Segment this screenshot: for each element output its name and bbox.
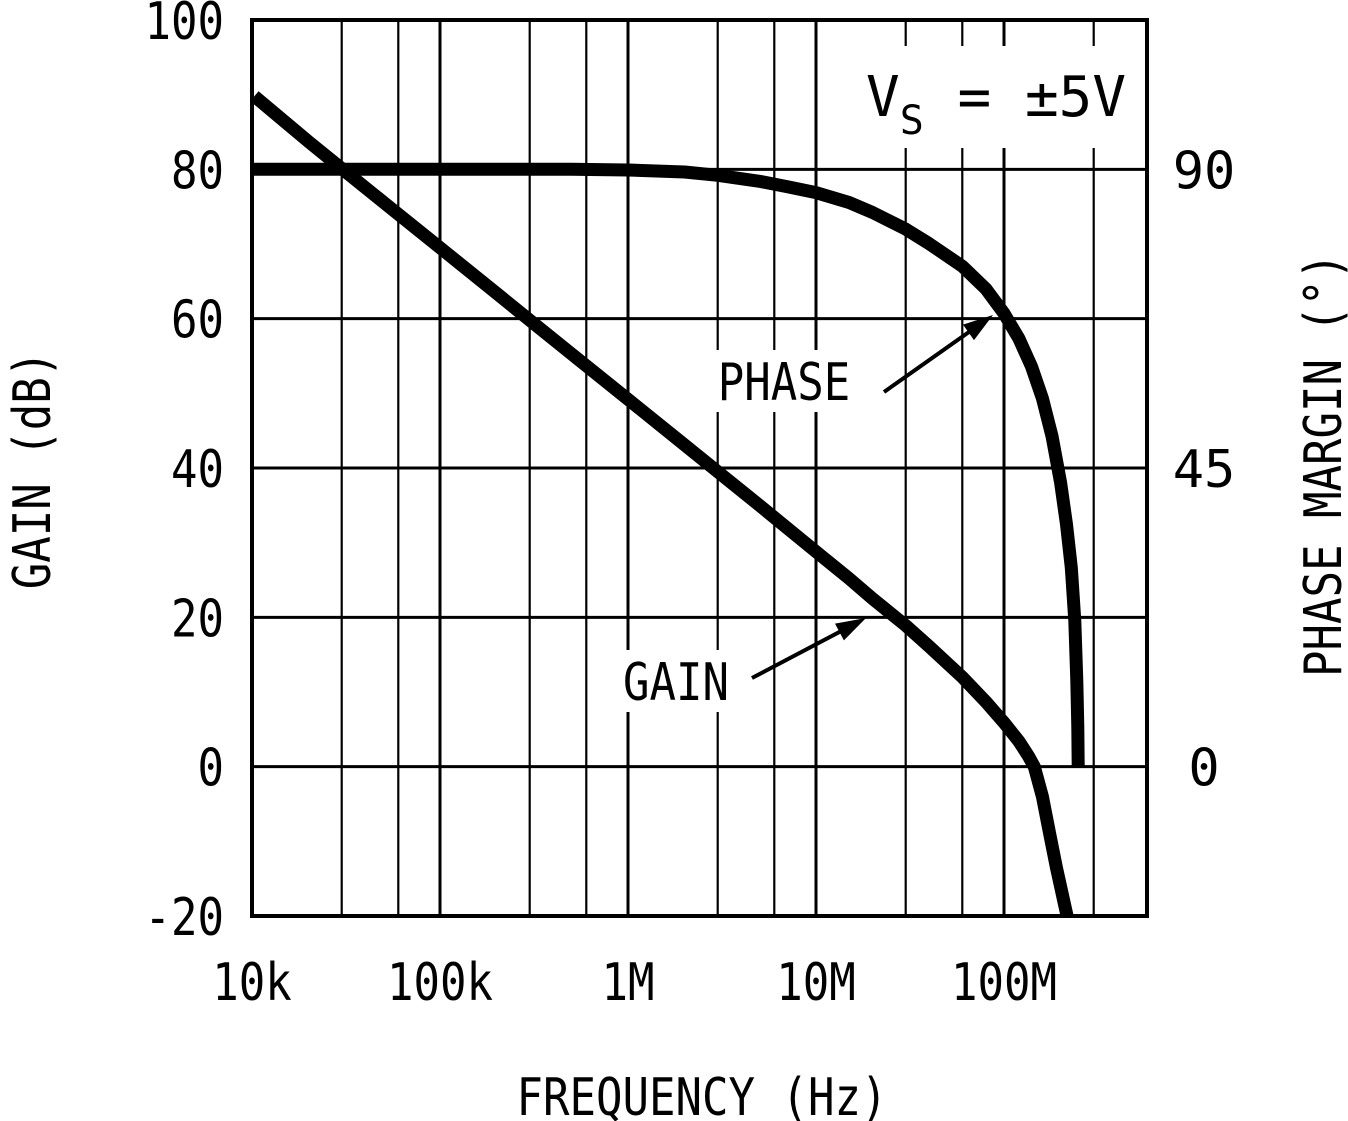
gain-curve [252,91,1074,916]
y-right-tick-label: 45 [1173,440,1236,500]
plot-frame [250,18,1149,918]
gain-label-mask [608,650,744,712]
phase-arrow-line [882,327,975,394]
y-left-axis-title: GAIN (dB) [3,351,63,590]
annotation-mask [852,46,1114,148]
curves [252,91,1085,916]
gain-arrow-head [835,618,866,641]
y-left-tick-label: -20 [145,888,225,948]
phase-callout-label: PHASE [718,353,851,413]
y-left-tick-label: 60 [171,291,224,351]
phase-curve [252,162,1085,767]
x-tick-label: 100k [387,953,493,1013]
y-right-tick-label: 90 [1173,141,1236,201]
y-right-axis-title: PHASE MARGIN (°) [1294,253,1348,677]
supply-voltage-annotation: VS = ±5V [866,65,1126,144]
y-left-tick-label: 0 [198,739,225,799]
y-left-tick-label: 40 [171,440,224,500]
y-left-tick-label: 20 [171,589,224,649]
x-tick-label: 10k [212,953,292,1013]
y-left-tick-label: 100 [145,0,225,52]
grid [250,18,1147,918]
x-tick-label: 10M [776,953,856,1013]
y-left-tick-label: 80 [171,141,224,201]
y-right-tick-label: 0 [1188,739,1219,799]
phase-arrow-head [963,315,993,341]
x-axis-title: FREQUENCY (Hz) [517,1068,888,1121]
x-tick-label: 1M [602,953,655,1013]
gain-callout-label: GAIN [623,653,729,713]
phase-label-mask [702,350,866,412]
gain-arrow-line [751,627,846,680]
x-tick-label: 100M [951,953,1057,1013]
